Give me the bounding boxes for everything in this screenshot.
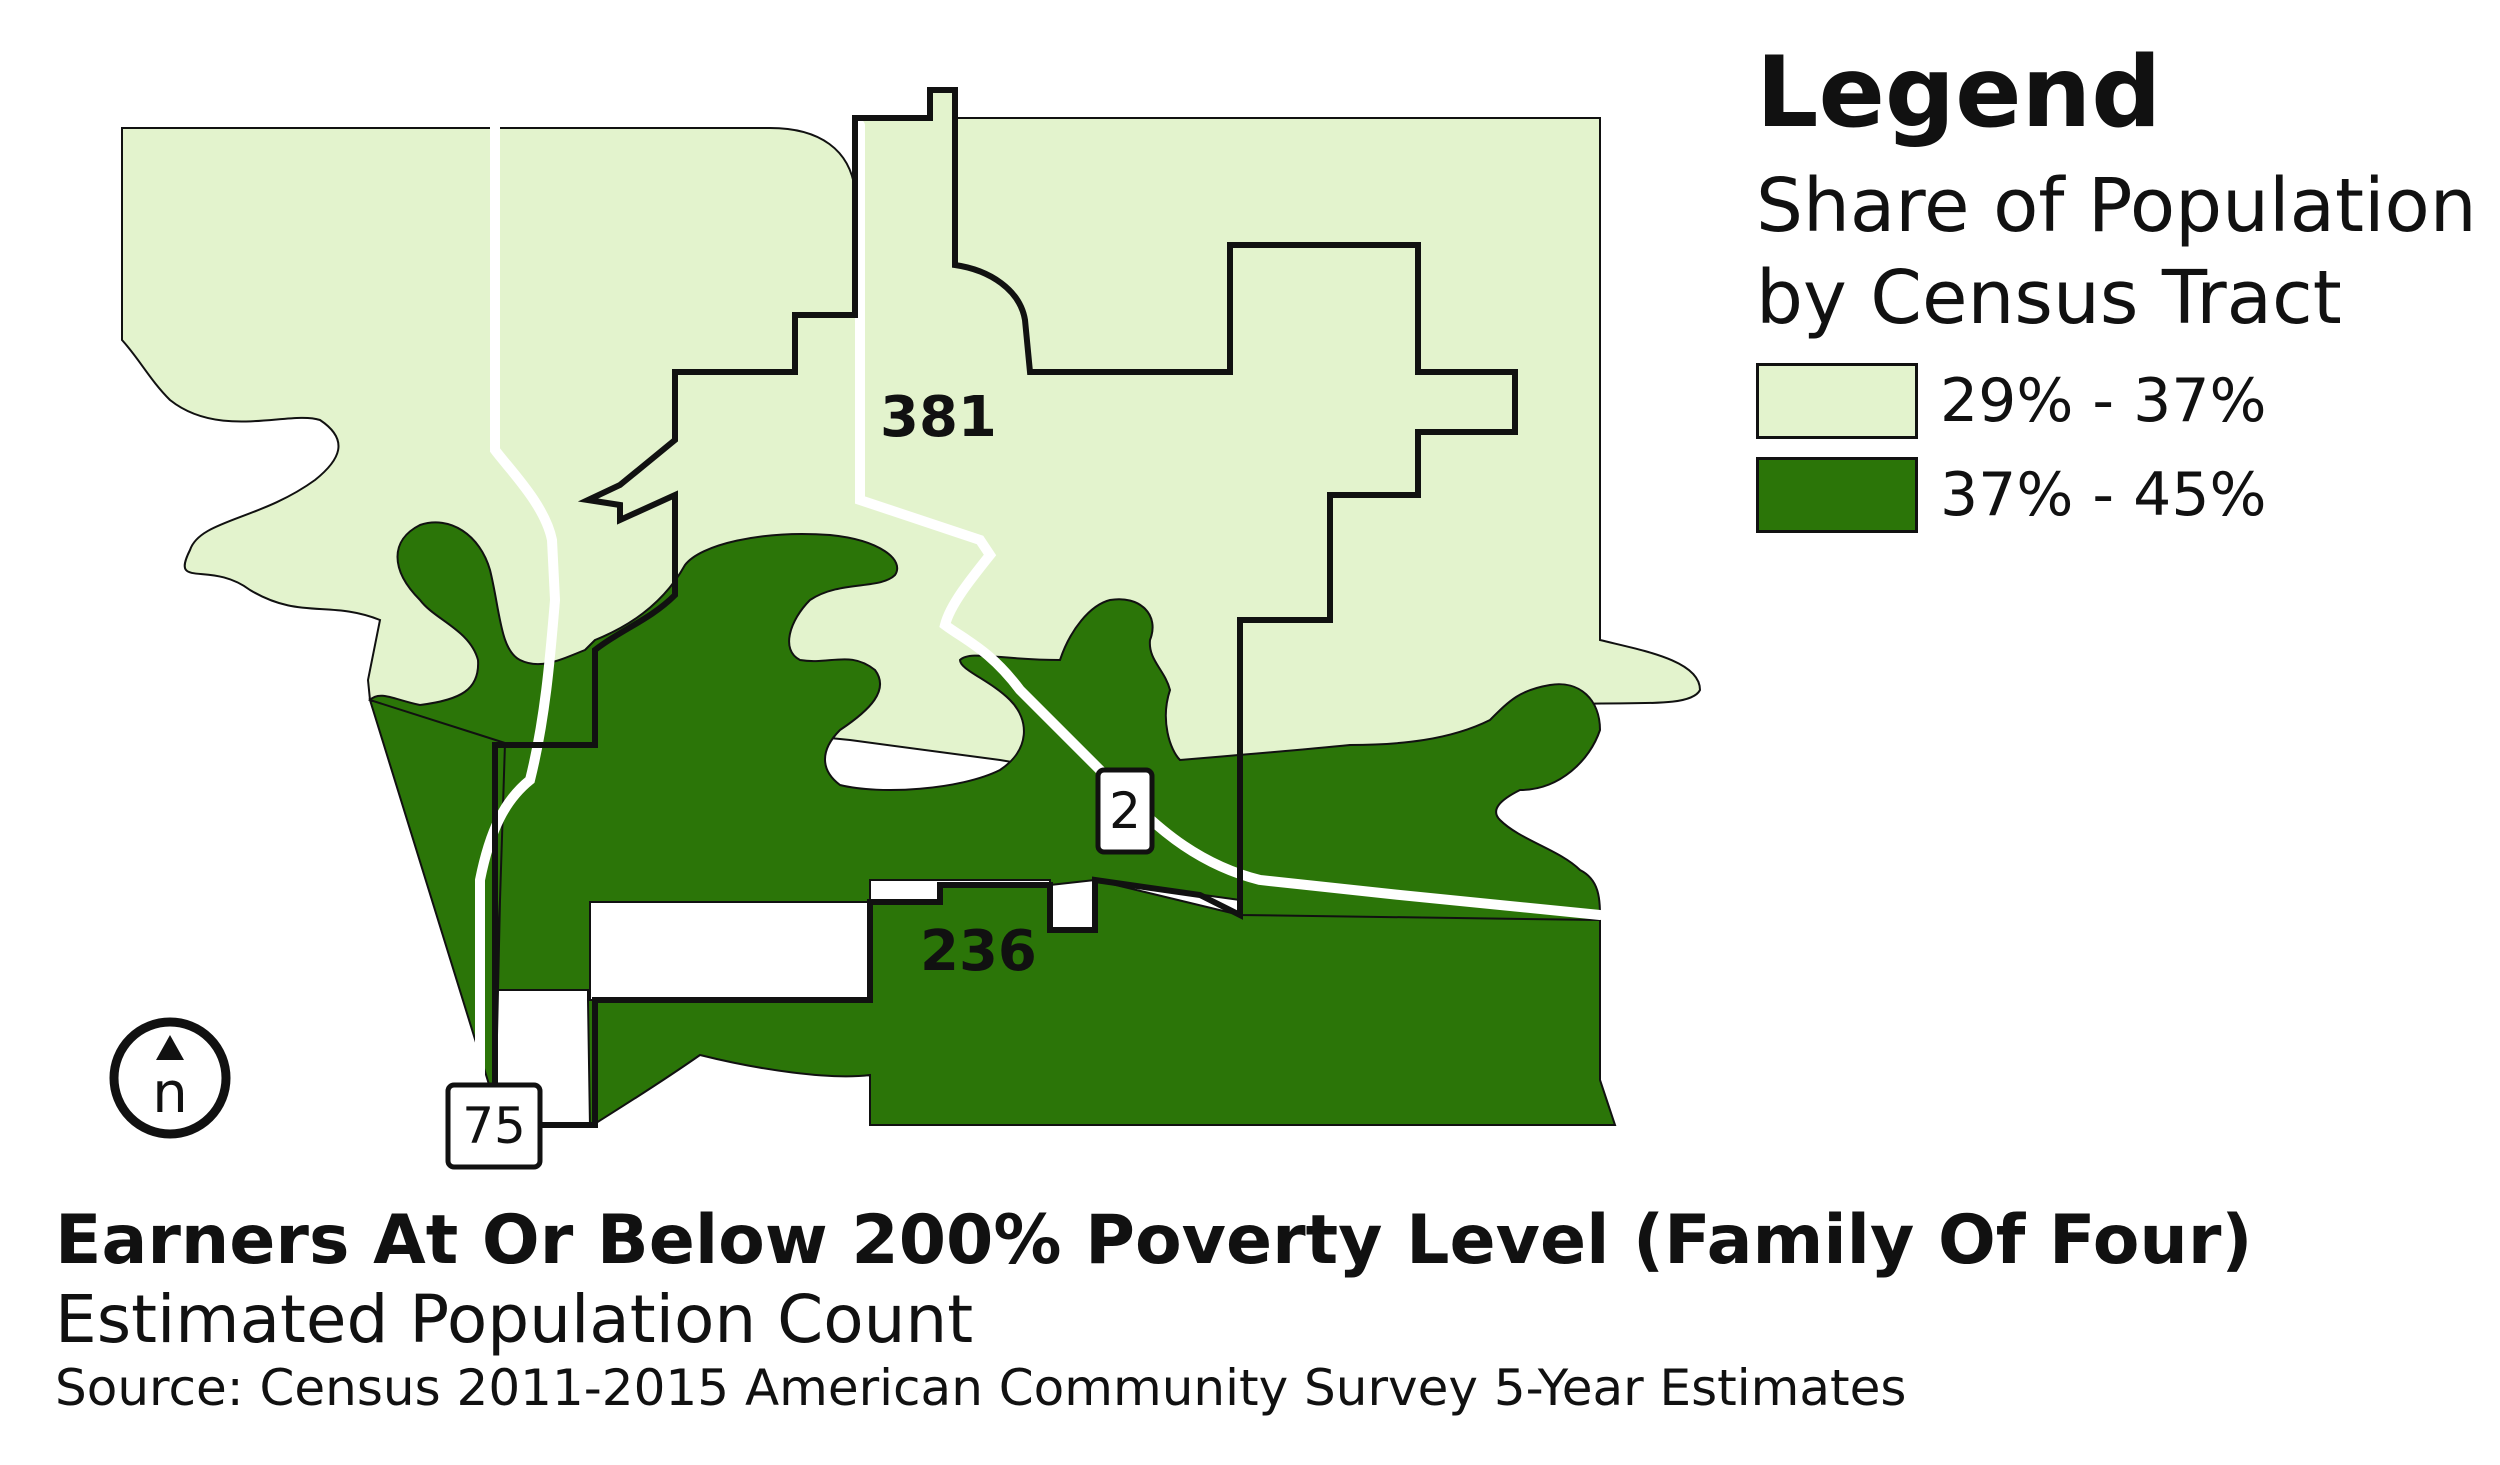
route-75-shield-label: 75 — [462, 1097, 526, 1155]
legend-subtitle-line2: by Census Tract — [1756, 255, 2342, 342]
legend-label-low: 29% - 37% — [1940, 365, 2267, 436]
legend-swatch-high — [1756, 456, 1918, 533]
tract-label-236: 236 — [920, 919, 1037, 984]
legend-title: Legend — [1756, 36, 2162, 150]
tract-label-381: 381 — [880, 385, 997, 450]
legend: Legend Share of Population by Census Tra… — [1756, 36, 2496, 533]
north-arrow-label: n — [152, 1061, 188, 1126]
legend-label-high: 37% - 45% — [1940, 459, 2267, 530]
legend-swatch-low — [1756, 362, 1918, 439]
map-title: Earners At Or Below 200% Poverty Level (… — [55, 1201, 2253, 1280]
route-2-shield-label: 2 — [1109, 782, 1141, 840]
tract-381-boundary — [492, 87, 1518, 1128]
title-block: Earners At Or Below 200% Poverty Level (… — [55, 1200, 2252, 1420]
route-75-shield: 75 — [445, 1082, 543, 1170]
legend-subtitle: Share of Population by Census Tract — [1756, 160, 2496, 345]
north-arrow-icon: n — [109, 1017, 231, 1139]
light-share-region — [121, 89, 1702, 787]
source-note: Source: Census 2011-2015 American Commun… — [55, 1359, 1907, 1418]
route-2-shield: 2 — [1095, 767, 1155, 855]
highway-2-road — [855, 120, 1605, 920]
legend-subtitle-line1: Share of Population — [1756, 162, 2477, 249]
legend-item-high: 37% - 45% — [1756, 456, 2496, 533]
legend-item-low: 29% - 37% — [1756, 362, 2496, 439]
map-subtitle: Estimated Population Count — [55, 1280, 974, 1358]
highway-75-road — [475, 120, 561, 1105]
